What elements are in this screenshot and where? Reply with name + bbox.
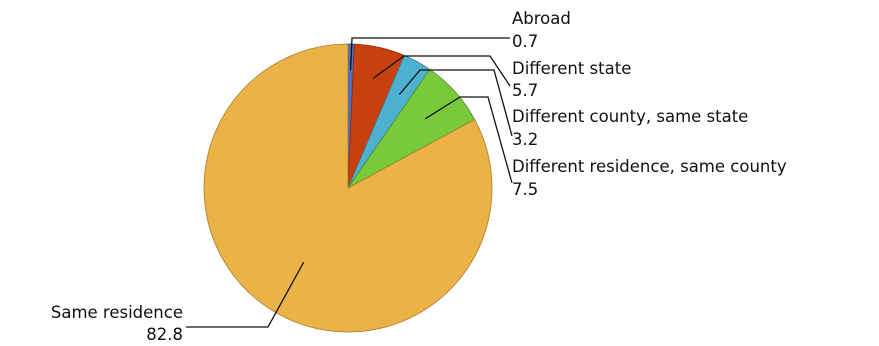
label-different-state-value: 5.7 xyxy=(512,81,538,100)
leader-lines xyxy=(186,37,513,328)
label-different-county-value: 3.2 xyxy=(512,130,538,149)
leader-line-different-county-same-state xyxy=(398,69,513,137)
label-different-county-name: Different county, same state xyxy=(512,107,748,126)
leader-line-abroad xyxy=(349,37,510,70)
pie-slices xyxy=(203,43,493,333)
leader-line-different-state xyxy=(372,55,511,87)
leader-line-same-residence xyxy=(186,261,305,328)
label-abroad-name: Abroad xyxy=(512,9,571,28)
label-different-residence-name: Different residence, same county xyxy=(512,157,787,176)
label-same-residence-name: Same residence xyxy=(51,303,183,322)
label-abroad-value: 0.7 xyxy=(512,32,538,51)
label-same-residence-value: 82.8 xyxy=(146,325,183,344)
pie-slice-same-residence xyxy=(203,43,493,333)
label-different-residence-value: 7.5 xyxy=(512,180,538,199)
leader-line-different-residence-same-county xyxy=(424,96,513,184)
label-different-state-name: Different state xyxy=(512,59,631,78)
